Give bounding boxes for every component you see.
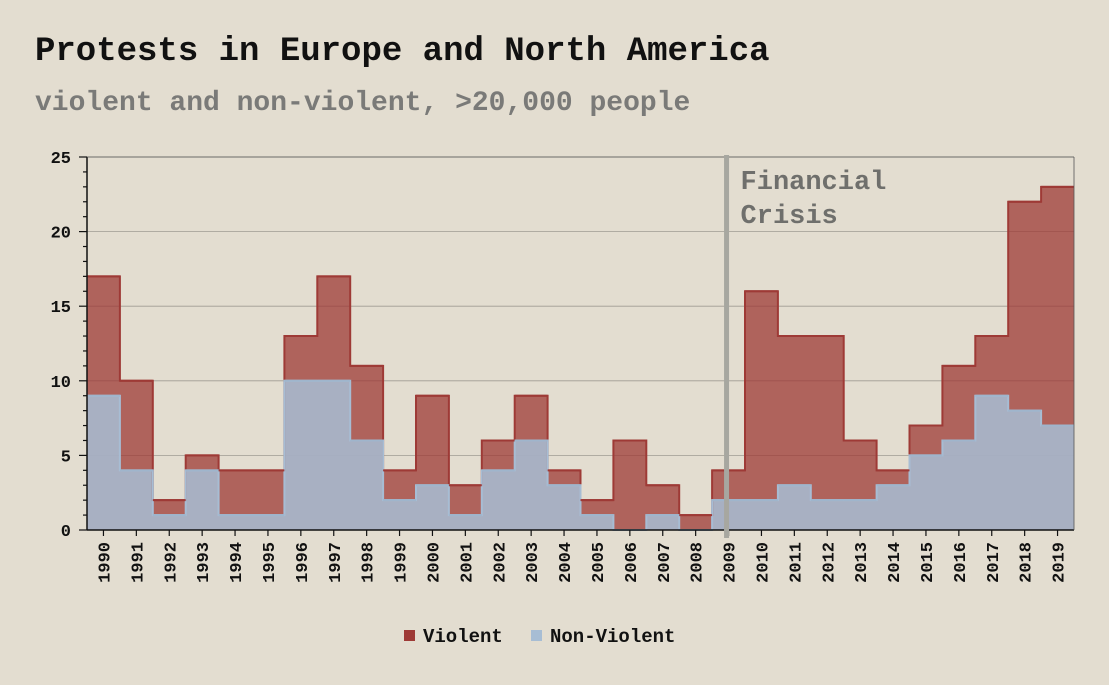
chart-subtitle: violent and non-violent, >20,000 people	[35, 88, 691, 119]
x-tick-label-2005: 2005	[590, 542, 609, 583]
x-tick-label-2014: 2014	[886, 542, 905, 583]
x-tick-label-1995: 1995	[261, 542, 280, 583]
x-tick-label-2013: 2013	[853, 542, 872, 583]
x-tick-label-2015: 2015	[919, 542, 938, 583]
x-tick-label-1994: 1994	[228, 542, 247, 583]
chart-title: Protests in Europe and North America	[35, 33, 770, 71]
x-tick-label-2018: 2018	[1018, 542, 1037, 583]
x-tick-label-1999: 1999	[393, 542, 412, 583]
area-non-violent	[87, 380, 1074, 530]
legend-swatch-non-violent	[531, 630, 542, 641]
x-tick-label-1992: 1992	[162, 542, 181, 583]
legend-label-non-violent: Non-Violent	[550, 626, 675, 648]
x-tick-label-1993: 1993	[195, 542, 214, 583]
y-tick-label-15: 15	[51, 299, 71, 318]
x-tick-label-2007: 2007	[656, 542, 675, 583]
y-tick-label-5: 5	[61, 448, 71, 467]
x-tick-label-2011: 2011	[787, 542, 806, 583]
x-tick-label-2009: 2009	[722, 542, 741, 583]
x-tick-label-2004: 2004	[557, 542, 576, 583]
annotation-text-0: Financial	[741, 168, 887, 198]
x-tick-label-2003: 2003	[524, 542, 543, 583]
x-tick-label-2000: 2000	[425, 542, 444, 583]
x-tick-label-2016: 2016	[952, 542, 971, 583]
legend-swatch-violent	[404, 630, 415, 641]
y-tick-label-0: 0	[61, 523, 71, 542]
y-tick-label-20: 20	[51, 225, 71, 244]
annotation-text-1: Crisis	[741, 202, 838, 232]
x-tick-label-1997: 1997	[327, 542, 346, 583]
x-tick-label-2010: 2010	[754, 542, 773, 583]
x-tick-label-2008: 2008	[689, 542, 708, 583]
x-tick-label-2017: 2017	[985, 542, 1004, 583]
y-tick-label-10: 10	[51, 374, 71, 393]
legend-label-violent: Violent	[423, 626, 503, 648]
x-tick-label-1998: 1998	[360, 542, 379, 583]
x-tick-label-2006: 2006	[623, 542, 642, 583]
x-tick-label-2019: 2019	[1051, 542, 1070, 583]
x-tick-label-1991: 1991	[129, 542, 148, 583]
x-tick-label-2012: 2012	[820, 542, 839, 583]
y-tick-label-25: 25	[51, 150, 71, 169]
x-tick-label-1996: 1996	[294, 542, 313, 583]
x-tick-label-1990: 1990	[96, 542, 115, 583]
x-tick-label-2002: 2002	[491, 542, 510, 583]
x-tick-label-2001: 2001	[458, 542, 477, 583]
